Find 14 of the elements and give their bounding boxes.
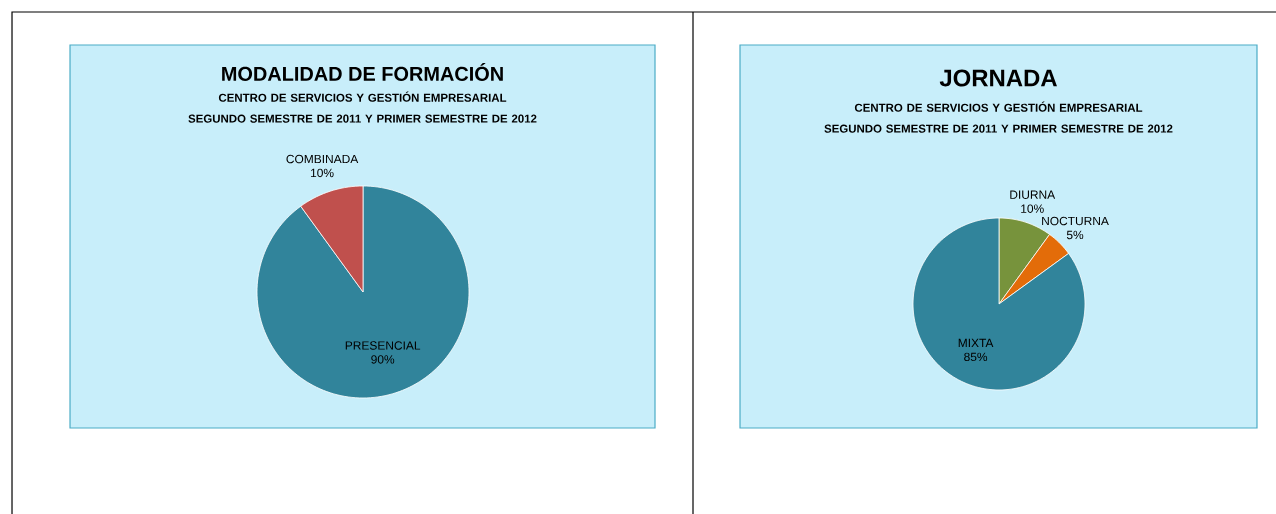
data-label: 85%	[964, 352, 988, 362]
data-label: 90%	[371, 355, 395, 364]
slice-label: NOCTURNA	[1042, 216, 1109, 226]
data-label: 5%	[1066, 230, 1084, 240]
chart-subtitle: CENTRO DE SERVICIOS Y GESTIÓN EMPRESARIAL SEGUNDO SEMESTRE DE 2011 Y PRIMER SEMESTRE DE 2012	[824, 101, 1173, 133]
chart-title: MODALIDAD DE FORMACIÓN	[222, 63, 503, 81]
data-label: 10%	[311, 168, 334, 178]
slice-label: DIURNA	[1010, 190, 1056, 199]
slice-label: PRESENCIAL	[345, 341, 421, 350]
slice-label: COMBINADA	[286, 154, 359, 164]
chart-subtitle: CENTRO DE SERVICIOS Y GESTIÓN EMPRESARIAL SEGUNDO SEMESTRE DE 2011 Y PRIMER SEMESTRE DE 2012	[188, 91, 537, 123]
data-label: 10%	[1021, 204, 1044, 213]
chart-title: JORNADA	[939, 69, 1057, 87]
slice-label: MIXTA	[958, 338, 994, 348]
